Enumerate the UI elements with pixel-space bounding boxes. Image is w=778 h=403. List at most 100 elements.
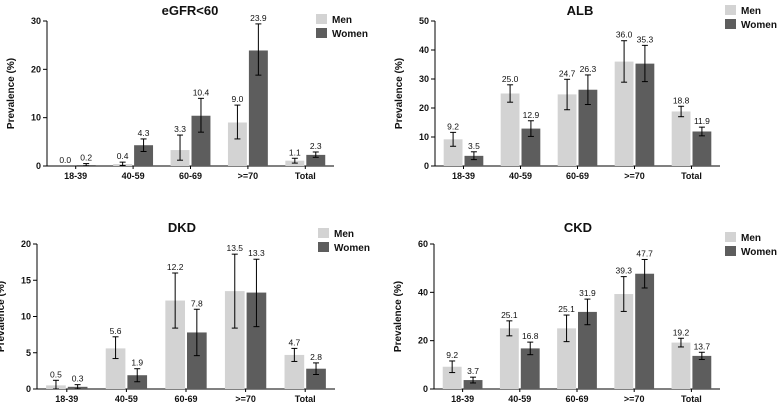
bar-women-2 xyxy=(578,89,598,166)
data-label: 39.3 xyxy=(615,266,632,276)
legend-label-women: Women xyxy=(741,20,777,31)
bar-women-2 xyxy=(187,332,207,389)
legend-swatch-women xyxy=(318,242,329,252)
x-tick-label: 40-59 xyxy=(509,171,532,181)
x-tick-label: Total xyxy=(295,394,316,403)
data-label: 16.8 xyxy=(522,331,539,341)
bar-women-3 xyxy=(248,50,268,166)
bar-men-3 xyxy=(227,122,247,166)
legend-label-men: Men xyxy=(334,229,354,240)
bar-men-3 xyxy=(224,291,245,389)
x-tick-label: Total xyxy=(681,394,702,403)
data-label: 26.3 xyxy=(580,64,597,74)
bar-women-0 xyxy=(463,380,483,389)
data-label: 11.9 xyxy=(694,116,710,126)
data-label: 0.2 xyxy=(80,153,92,163)
data-label: 0.4 xyxy=(117,151,129,161)
data-label: 18.8 xyxy=(673,95,690,105)
data-label: 0.0 xyxy=(59,155,71,165)
x-tick-label: Total xyxy=(681,171,702,181)
data-label: 47.7 xyxy=(636,248,653,258)
bar-men-0 xyxy=(442,366,462,389)
data-label: 0.3 xyxy=(72,374,84,384)
bar-men-4 xyxy=(671,342,691,389)
y-tick-label: 20 xyxy=(31,64,41,74)
legend-label-women: Women xyxy=(741,247,777,258)
data-label: 0.5 xyxy=(50,369,62,379)
bar-men-4 xyxy=(671,111,691,166)
chart-panel-egfr-60: eGFR<60 Prevalence (%) 0 10 20 30 18-39 0.0 0.2 4… xyxy=(6,3,368,181)
legend-swatch-women xyxy=(725,19,736,29)
x-tick-label: 40-59 xyxy=(115,394,138,403)
bar-women-2 xyxy=(191,115,211,166)
y-tick-label: 0 xyxy=(26,384,31,394)
bar-men-3 xyxy=(614,294,634,389)
chart-title: eGFR<60 xyxy=(162,3,219,18)
bar-women-4 xyxy=(306,154,326,166)
bar-women-4 xyxy=(692,355,712,389)
data-label: 25.0 xyxy=(502,74,519,84)
bar-women-4 xyxy=(306,368,326,389)
data-label: 1.9 xyxy=(131,358,143,368)
data-label: 5.6 xyxy=(110,326,122,336)
x-tick-label: Total xyxy=(295,171,316,181)
chart-panel-dkd: DKD Prevalence (%) 0 5 10 15 20 18-39 0.5 0.3 40-5… xyxy=(0,220,370,403)
data-label: 4.3 xyxy=(138,128,150,138)
legend-swatch-men xyxy=(725,5,736,15)
data-label: 2.8 xyxy=(310,352,322,362)
data-label: 1.1 xyxy=(289,147,301,157)
x-tick-label: 60-69 xyxy=(566,171,589,181)
data-label: 19.2 xyxy=(673,327,690,337)
y-tick-label: 15 xyxy=(21,275,31,285)
y-tick-label: 20 xyxy=(21,239,31,249)
legend-label-men: Men xyxy=(741,6,761,17)
data-label: 36.0 xyxy=(616,30,633,40)
y-tick-label: 10 xyxy=(31,113,41,123)
data-label: 7.8 xyxy=(191,298,203,308)
legend-swatch-women xyxy=(725,246,736,256)
bar-men-1 xyxy=(499,328,519,389)
bar-women-0 xyxy=(464,155,484,166)
data-label: 35.3 xyxy=(637,34,654,44)
y-tick-label: 30 xyxy=(31,16,41,26)
data-label: 9.2 xyxy=(446,350,458,360)
y-tick-label: 10 xyxy=(419,132,429,142)
x-tick-label: >=70 xyxy=(624,394,645,403)
bar-men-4 xyxy=(284,354,305,389)
x-tick-label: 40-59 xyxy=(122,171,145,181)
data-label: 3.7 xyxy=(467,366,479,376)
bar-women-3 xyxy=(635,273,655,389)
x-tick-label: 18-39 xyxy=(452,171,475,181)
chart-title: CKD xyxy=(564,220,592,235)
y-axis-label: Prevalence (%) xyxy=(6,58,17,129)
data-label: 23.9 xyxy=(250,13,267,23)
data-label: 2.3 xyxy=(310,141,322,151)
bar-women-1 xyxy=(520,348,540,389)
data-label: 9.2 xyxy=(447,121,459,131)
data-label: 4.7 xyxy=(288,337,300,347)
x-tick-label: >=70 xyxy=(624,171,645,181)
legend-label-men: Men xyxy=(332,15,352,26)
legend-swatch-men xyxy=(725,232,736,242)
data-label: 12.9 xyxy=(523,110,540,120)
data-label: 31.9 xyxy=(579,288,596,298)
data-label: 10.4 xyxy=(193,87,210,97)
x-tick-label: 18-39 xyxy=(64,171,87,181)
bar-men-1 xyxy=(500,93,520,166)
bar-men-1 xyxy=(105,348,126,389)
bar-women-4 xyxy=(692,131,712,166)
chart-panel-ckd: CKD Prevalence (%) 0 20 40 60 18-39 9.2 3.7 40-59… xyxy=(393,220,777,403)
y-tick-label: 0 xyxy=(424,161,429,171)
x-tick-label: 18-39 xyxy=(55,394,78,403)
y-tick-label: 10 xyxy=(21,312,31,322)
y-tick-label: 20 xyxy=(418,336,428,346)
data-label: 3.3 xyxy=(174,124,186,134)
y-tick-label: 50 xyxy=(419,16,429,26)
x-tick-label: 18-39 xyxy=(451,394,474,403)
legend-label-women: Women xyxy=(334,243,370,254)
data-label: 9.0 xyxy=(232,94,244,104)
data-label: 25.1 xyxy=(501,310,518,320)
x-tick-label: >=70 xyxy=(238,171,259,181)
